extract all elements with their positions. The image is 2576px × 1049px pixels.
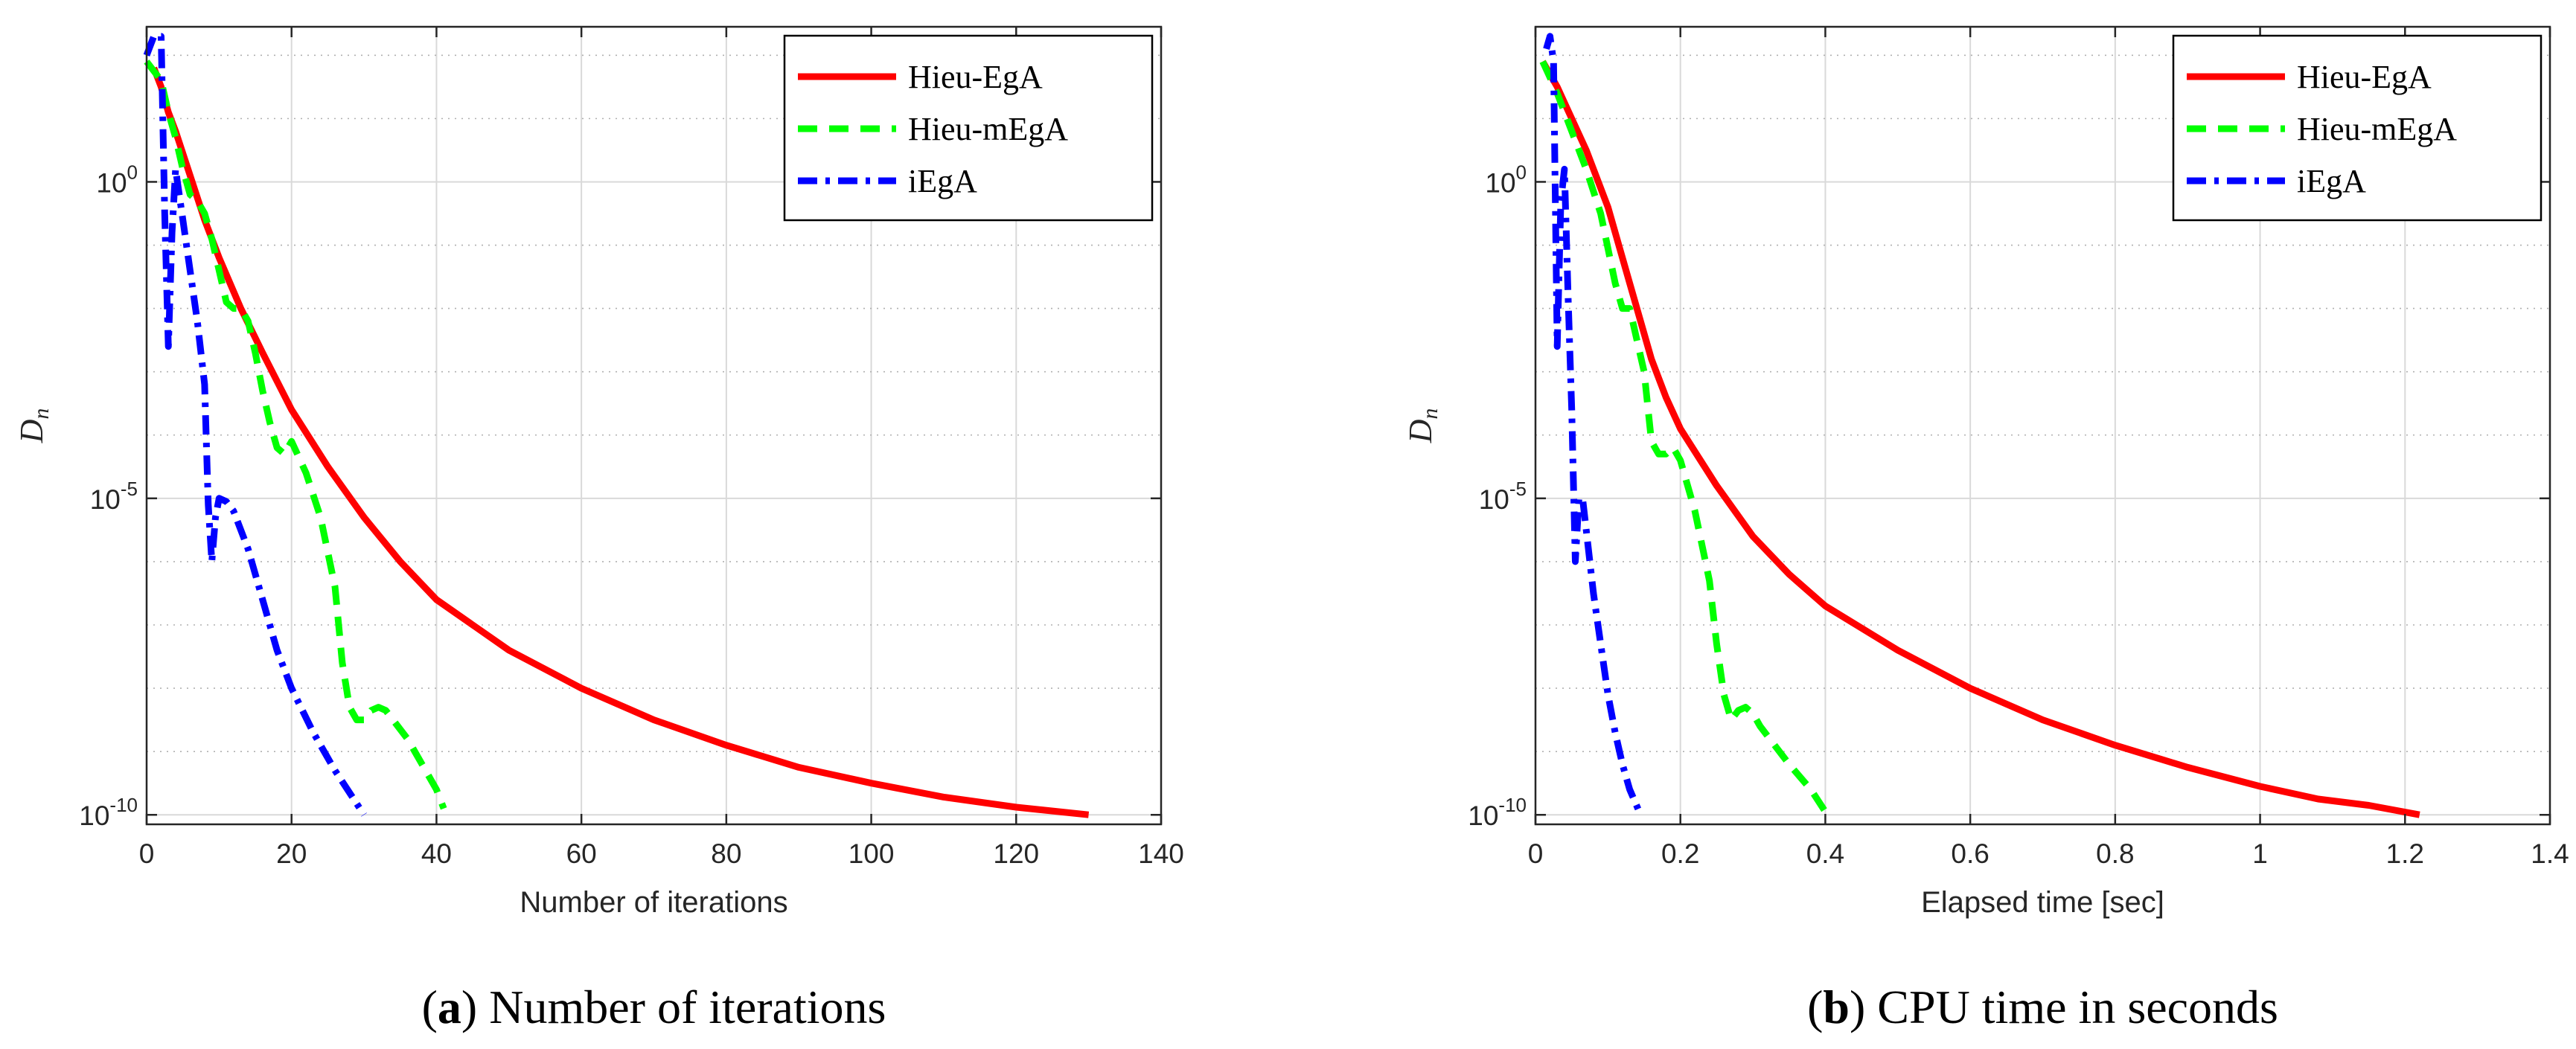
- panel-b: 0 0.2 0.4 0.6 0.8 1 1.2 1.4 100 10-5 10-10 Elapse…: [1402, 25, 2569, 1033]
- x-tick-label: 40: [421, 838, 452, 869]
- legend-label: iEgA: [908, 163, 977, 199]
- panel-a: 0 20 40 60 80 100 120 140 100 10-5 10-10 Number o…: [13, 25, 1184, 1033]
- legend-label: Hieu-mEgA: [908, 111, 1068, 147]
- x-tick-label: 140: [1138, 838, 1184, 869]
- x-tick-label: 0: [139, 838, 155, 869]
- y-tick-label: 100: [1485, 161, 1527, 198]
- panel-caption: (a) Number of iterations: [422, 981, 886, 1033]
- y-axis-label-main: D: [13, 419, 50, 443]
- series-line-hieu-mega: [144, 60, 447, 810]
- x-tick-label: 60: [566, 838, 597, 869]
- x-tick-label: 20: [276, 838, 307, 869]
- x-axis-ticks: 0 20 40 60 80 100 120 140: [139, 27, 1184, 869]
- y-axis-ticks: 100 10-5 10-10: [79, 161, 1161, 831]
- x-tick-label: 0: [1528, 838, 1544, 869]
- plot-series: [143, 33, 1090, 818]
- legend-label: Hieu-EgA: [2297, 59, 2432, 95]
- legend-label: Hieu-EgA: [908, 59, 1043, 95]
- x-tick-label: 120: [993, 838, 1039, 869]
- series-line-hieu-ega: [150, 66, 1090, 818]
- panel-caption: (b) CPU time in seconds: [1807, 981, 2278, 1033]
- legend-label: Hieu-mEgA: [2297, 111, 2457, 147]
- y-tick-label: 10-5: [90, 478, 138, 515]
- y-axis-ticks: 100 10-5 10-10: [1468, 161, 2550, 831]
- x-axis-label: Number of iterations: [520, 886, 787, 919]
- plot-series: [1539, 33, 2420, 818]
- y-tick-label: 10-10: [1468, 794, 1527, 831]
- x-tick-label: 0.4: [1806, 838, 1844, 869]
- y-axis-label-subscript: n: [29, 408, 54, 420]
- y-tick-label: 10-5: [1479, 478, 1527, 515]
- x-axis-label: Elapsed time [sec]: [1921, 886, 2164, 919]
- y-axis-label-subscript: n: [1418, 408, 1442, 420]
- x-tick-label: 1.2: [2386, 838, 2424, 869]
- x-tick-label: 80: [711, 838, 741, 869]
- x-tick-label: 1: [2252, 838, 2268, 869]
- legend-label: iEgA: [2297, 163, 2366, 199]
- series-line-hieu-mega: [1539, 60, 1829, 814]
- x-tick-label: 1.4: [2531, 838, 2569, 869]
- y-tick-label: 100: [96, 161, 138, 198]
- y-tick-label: 10-10: [79, 794, 138, 831]
- x-tick-label: 0.8: [2096, 838, 2134, 869]
- series-line-hieu-ega: [1539, 60, 2420, 818]
- x-tick-label: 0.6: [1951, 838, 1989, 869]
- y-axis-label: Dn: [13, 408, 54, 444]
- plot-area-border: [145, 25, 1163, 826]
- plot-area-border: [1534, 25, 2551, 826]
- x-tick-label: 100: [848, 838, 895, 869]
- y-axis-label: Dn: [1402, 408, 1442, 444]
- x-axis-ticks: 0 0.2 0.4 0.6 0.8 1 1.2 1.4: [1528, 27, 2569, 869]
- series-line-iega: [1543, 33, 1644, 816]
- legend: Hieu-EgA Hieu-mEgA iEgA: [2172, 34, 2543, 222]
- legend: Hieu-EgA Hieu-mEgA iEgA: [783, 34, 1154, 222]
- y-axis-label-main: D: [1402, 419, 1439, 443]
- x-tick-label: 0.2: [1661, 838, 1699, 869]
